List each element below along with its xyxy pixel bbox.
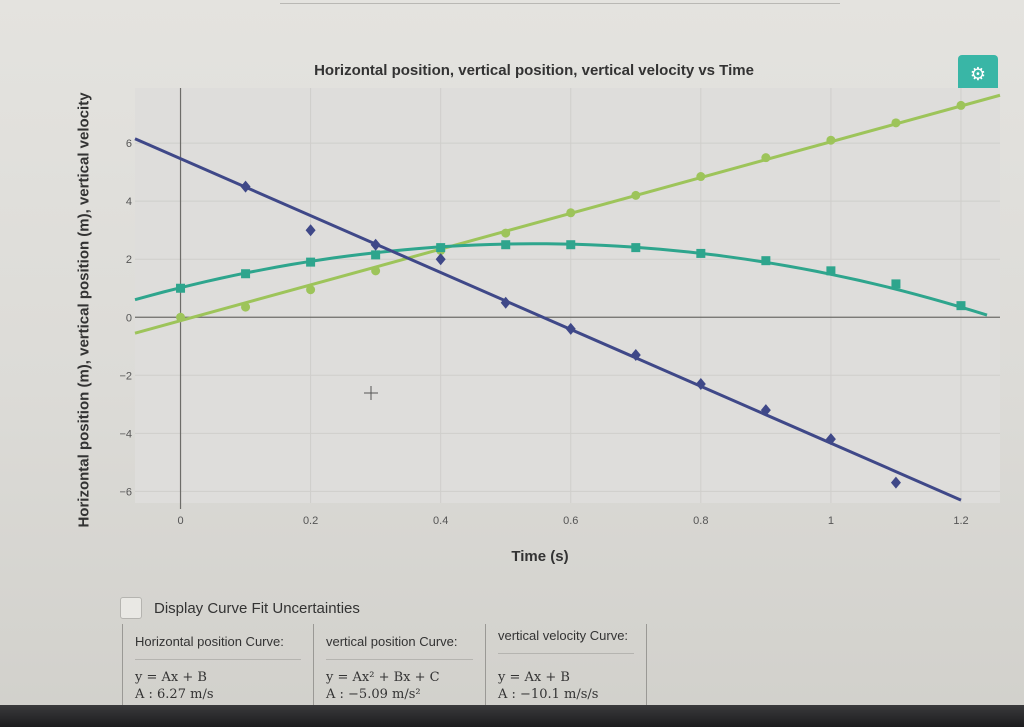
horizontal-point xyxy=(761,153,771,163)
y-tick-label: 0 xyxy=(126,312,132,324)
horizontal-point xyxy=(501,228,511,238)
top-divider xyxy=(280,0,840,4)
vertical-point xyxy=(176,283,186,293)
fit-velocity-name: vertical velocity Curve: xyxy=(498,628,634,654)
velocity-point xyxy=(305,224,316,237)
horizontal-point xyxy=(241,302,251,312)
fit-vertical-coef: A : −5.09 m/s² xyxy=(326,687,421,702)
horizontal-point xyxy=(631,190,641,200)
velocity-point xyxy=(240,180,251,193)
velocity-point xyxy=(760,404,771,417)
x-axis-label: Time (s) xyxy=(511,548,569,565)
vertical-point xyxy=(436,243,446,253)
vertical-point xyxy=(956,301,966,311)
velocity-point xyxy=(500,296,511,309)
vertical-fit-curve xyxy=(134,242,988,317)
y-tick-label: −6 xyxy=(119,486,132,498)
vertical-point xyxy=(631,243,641,253)
x-tick-label: 1.2 xyxy=(953,515,968,527)
y-tick-label: 6 xyxy=(126,138,132,150)
velocity-point xyxy=(435,253,446,266)
velocity-point xyxy=(890,476,901,489)
y-tick-label: −2 xyxy=(119,370,132,382)
vertical-point xyxy=(696,248,706,258)
plot-background xyxy=(135,88,1000,503)
gear-icon: ⚙ xyxy=(969,63,987,85)
velocity-fit-line xyxy=(134,137,962,502)
settings-button[interactable]: ⚙ xyxy=(958,55,998,93)
fit-horizontal-equation: y = Ax + B xyxy=(135,670,207,685)
x-tick-label: 0.2 xyxy=(303,515,318,527)
horizontal-point xyxy=(696,172,706,182)
x-tick-label: 0 xyxy=(177,515,183,527)
chart-title: Horizontal position, vertical position, … xyxy=(314,62,754,79)
vertical-point xyxy=(306,257,316,267)
y-tick-label: −4 xyxy=(119,428,132,440)
vertical-point xyxy=(501,240,511,250)
plot-area[interactable]: 0 0.2 0.4 0.6 0.8 1 1.2 −6 −4 −2 0 2 4 6 xyxy=(0,0,1024,540)
horizontal-point xyxy=(371,266,381,276)
vertical-point xyxy=(241,269,251,279)
x-tick-label: 1 xyxy=(828,515,834,527)
x-tick-label: 0.8 xyxy=(693,515,708,527)
fit-horizontal-name: Horizontal position Curve: xyxy=(135,634,301,660)
fit-velocity: vertical velocity Curve: y = Ax + B A : … xyxy=(486,624,647,705)
fit-velocity-equation: y = Ax + B xyxy=(498,670,570,685)
horizontal-point xyxy=(956,100,966,110)
uncertainties-label: Display Curve Fit Uncertainties xyxy=(154,599,360,617)
x-tick-label: 0.6 xyxy=(563,515,578,527)
velocity-point xyxy=(565,322,576,335)
uncertainties-toggle[interactable]: Display Curve Fit Uncertainties xyxy=(120,597,360,619)
vertical-point xyxy=(566,240,576,250)
horizontal-point xyxy=(176,312,186,322)
y-tick-label: 4 xyxy=(126,196,132,208)
fit-horizontal-coef: A : 6.27 m/s xyxy=(135,687,214,702)
fit-velocity-coef: A : −10.1 m/s/s xyxy=(498,687,599,702)
x-tick-label: 0.4 xyxy=(433,515,448,527)
vertical-point xyxy=(826,266,836,276)
y-tick-label: 2 xyxy=(126,254,132,266)
vertical-point xyxy=(891,279,901,289)
velocity-point xyxy=(370,238,381,251)
vertical-point xyxy=(761,256,771,266)
vertical-point xyxy=(371,250,381,260)
velocity-point xyxy=(695,378,706,391)
fit-vertical-equation: y = Ax² + Bx + C xyxy=(326,670,440,685)
velocity-point xyxy=(825,433,836,446)
uncertainties-checkbox[interactable] xyxy=(120,597,142,619)
fit-vertical: vertical position Curve: y = Ax² + Bx + … xyxy=(314,624,486,705)
horizontal-point xyxy=(306,285,316,295)
horizontal-point xyxy=(566,208,576,218)
horizontal-point xyxy=(826,135,836,145)
velocity-point xyxy=(630,348,641,361)
horizontal-point xyxy=(891,118,901,128)
fit-vertical-name: vertical position Curve: xyxy=(326,634,473,660)
fit-horizontal: Horizontal position Curve: y = Ax + B A … xyxy=(123,624,314,705)
monitor-bezel xyxy=(0,705,1024,727)
screen: Horizontal position, vertical position, … xyxy=(0,0,1024,705)
curve-fit-panel: Horizontal position Curve: y = Ax + B A … xyxy=(122,624,647,705)
